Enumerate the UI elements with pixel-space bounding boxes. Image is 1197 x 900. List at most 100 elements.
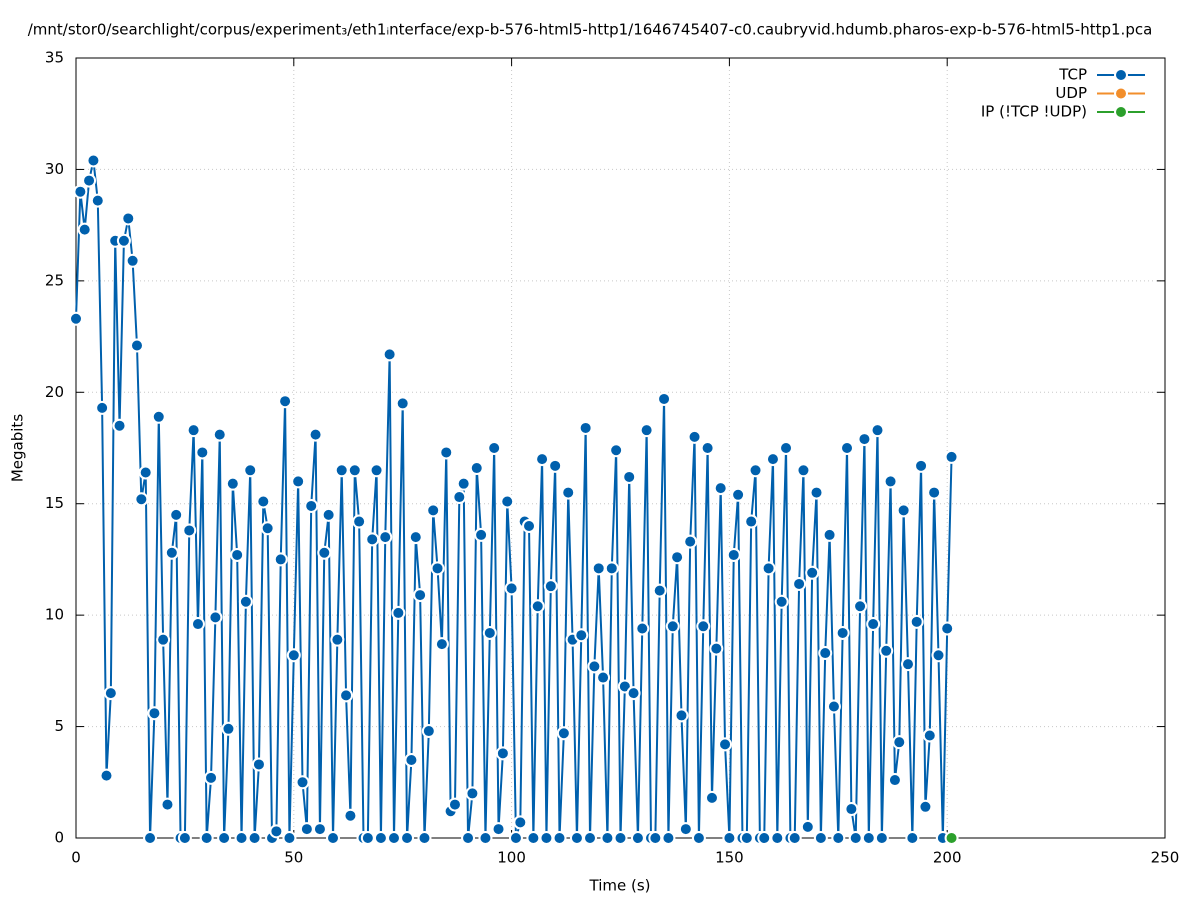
data-point — [648, 831, 663, 845]
data-point — [400, 831, 415, 845]
legend-label: TCP — [1058, 66, 1087, 84]
data-point — [321, 507, 336, 522]
data-point — [195, 445, 210, 460]
y-tick-label: 25 — [45, 271, 64, 289]
legend-marker — [1114, 86, 1128, 101]
data-point — [922, 728, 937, 743]
data-point — [600, 831, 615, 845]
data-point — [609, 443, 624, 458]
y-tick-label: 35 — [45, 49, 64, 67]
data-point — [251, 757, 266, 772]
x-tick-label: 50 — [284, 849, 303, 867]
data-point — [112, 418, 127, 433]
y-tick-label: 10 — [45, 606, 64, 624]
data-point — [190, 617, 205, 632]
data-point — [739, 831, 754, 845]
data-point — [809, 485, 824, 500]
data-point — [77, 222, 92, 237]
y-tick-label: 0 — [54, 829, 64, 847]
data-point — [408, 530, 423, 545]
data-point — [574, 628, 589, 643]
data-point — [831, 831, 846, 845]
data-point — [334, 463, 349, 478]
data-point — [748, 463, 763, 478]
data-point — [918, 799, 933, 814]
data-point — [914, 458, 929, 473]
data-point — [204, 770, 219, 785]
x-tick-label: 100 — [497, 849, 526, 867]
data-point — [103, 686, 118, 701]
data-point — [909, 614, 924, 629]
data-point — [474, 527, 489, 542]
data-point — [330, 632, 345, 647]
data-point — [870, 423, 885, 438]
data-point — [452, 490, 467, 505]
data-point — [826, 699, 841, 714]
data-point — [779, 441, 794, 455]
data-point — [217, 831, 232, 845]
x-tick-label: 0 — [71, 849, 81, 867]
data-point — [225, 476, 240, 491]
data-point — [535, 452, 550, 467]
data-point — [713, 481, 728, 496]
data-point — [639, 423, 654, 438]
data-point — [156, 632, 171, 647]
data-point — [339, 688, 354, 703]
data-point — [247, 831, 262, 845]
data-point — [561, 485, 576, 500]
data-point — [892, 735, 907, 750]
x-tick-label: 200 — [933, 849, 962, 867]
data-point — [552, 831, 567, 845]
data-point — [853, 599, 868, 614]
data-point — [678, 822, 693, 837]
data-point — [657, 391, 672, 406]
data-point — [317, 545, 332, 560]
data-point — [530, 599, 545, 614]
data-point — [461, 831, 476, 845]
data-point — [726, 547, 741, 562]
data-point — [282, 831, 297, 845]
data-point — [569, 831, 584, 845]
data-point — [508, 831, 523, 845]
data-point — [352, 514, 367, 529]
data-point — [386, 831, 401, 845]
data-point — [844, 802, 859, 817]
legend-label: IP (!TCP !UDP) — [981, 103, 1087, 121]
data-point — [326, 831, 341, 845]
data-point — [434, 637, 449, 652]
data-point — [687, 429, 702, 444]
data-point — [273, 552, 288, 567]
data-point — [504, 581, 519, 596]
data-point — [757, 831, 772, 845]
data-point — [539, 831, 554, 845]
data-point — [652, 583, 667, 598]
x-axis-label: Time (s) — [589, 877, 651, 895]
data-point — [308, 427, 323, 442]
data-point — [199, 831, 214, 845]
data-point — [543, 579, 558, 594]
series-line — [75, 160, 953, 842]
data-point — [770, 831, 785, 845]
data-point — [286, 648, 301, 663]
data-point — [700, 441, 715, 455]
data-point — [596, 670, 611, 685]
data-point — [630, 831, 645, 845]
data-point — [840, 441, 855, 455]
data-point — [365, 532, 380, 547]
y-tick-label: 5 — [54, 717, 64, 735]
data-point — [556, 726, 571, 741]
data-point — [430, 561, 445, 576]
data-point — [635, 621, 650, 636]
data-point — [944, 449, 959, 464]
data-point — [896, 503, 911, 518]
data-point — [522, 519, 537, 533]
data-point — [691, 831, 706, 845]
data-point — [587, 659, 602, 674]
data-point — [256, 494, 271, 509]
y-axis-label: Megabits — [9, 414, 27, 482]
data-point — [347, 463, 362, 478]
data-point — [86, 153, 101, 168]
data-point — [469, 461, 484, 476]
data-point — [944, 831, 959, 845]
data-point — [129, 338, 144, 353]
